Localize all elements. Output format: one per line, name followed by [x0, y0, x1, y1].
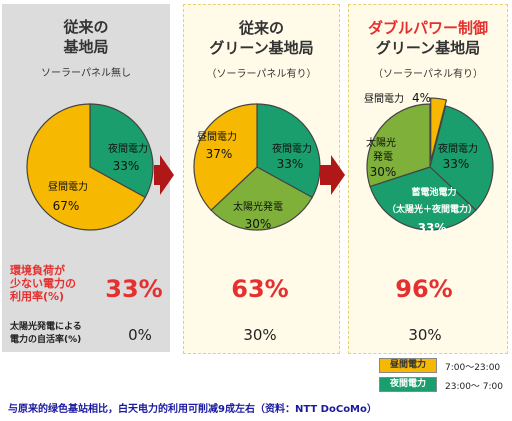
p3-battery-sub: （太陽光＋夜間電力） [387, 203, 477, 215]
p3-solar-suffix: 光 [386, 136, 396, 149]
panel-title-line2: 基地局 [63, 38, 109, 56]
transition-arrow [320, 155, 345, 195]
panel-subtitle: （ソーラーパネル有り） [373, 69, 483, 80]
p2-night-label: 夜間電力 [272, 142, 312, 155]
pie-slice [430, 97, 448, 162]
p3-solar-line1-text: 太陽 [366, 136, 386, 149]
p3-day-label: 昼間電力 [364, 92, 404, 105]
load-share-green: 63% [231, 275, 289, 303]
legend-daytime: 昼間電力 [379, 358, 437, 373]
transition-arrow [154, 155, 174, 195]
solar-label-line1: 太陽光発電による [10, 322, 82, 332]
p2-day-label: 昼間電力 [197, 130, 237, 143]
p3-night-label: 夜間電力 [438, 142, 478, 155]
solar-rate-conventional: 0% [128, 326, 152, 344]
panel-title-line2: グリーン基地局 [375, 39, 481, 57]
panel-title-red: ダブルパワー制御 [367, 19, 488, 37]
p1-night-value: 33% [113, 159, 140, 173]
panel-subtitle: （ソーラーパネル有り） [206, 69, 317, 80]
panel-title-line1: 従来の [63, 18, 109, 36]
p3-day-value: 4% [412, 91, 431, 105]
p2-solar-label: 太陽光発電 [233, 200, 283, 213]
load-share-conventional: 33% [105, 275, 163, 303]
p2-day-value: 37% [206, 147, 233, 161]
pie-slice [366, 103, 431, 188]
legend-nighttime: 夜間電力 [379, 377, 437, 392]
pie-slice [193, 103, 258, 211]
panel-subtitle: ソーラーパネル無し [41, 68, 131, 79]
legend-daytime-time: 7:00〜23:00 [445, 363, 501, 373]
pie-slice [210, 166, 314, 231]
pie-slice [369, 166, 477, 231]
p3-battery-label: 蓄電池電力 [411, 186, 456, 198]
p2-solar-value: 30% [245, 217, 272, 231]
p1-day-label: 昼間電力 [48, 180, 88, 193]
p3-night-value: 33% [443, 157, 470, 171]
caption: 与原来的绿色基站相比，白天电力的利用可削减9成左右（资料：NTT DoCoMo） [8, 404, 377, 415]
panel-title-line1: 従来の [238, 19, 284, 37]
pie-slice [429, 105, 494, 211]
solar-rate-double: 30% [408, 326, 442, 344]
pie-slice [26, 103, 147, 231]
p1-day-value: 67% [53, 199, 80, 213]
p3-solar-line1: 太陽光 [366, 136, 396, 149]
legend-nighttime-time: 23:00〜 7:00 [445, 382, 504, 392]
solar-rate-green: 30% [243, 326, 277, 344]
p3-solar-value: 30% [370, 165, 397, 179]
p3-battery-value: 33% [418, 221, 447, 235]
p1-night-label: 夜間電力 [108, 142, 148, 155]
pie-slice [89, 103, 154, 199]
load-label-line3: 利用率(%) [10, 290, 65, 303]
pie-slice [256, 103, 321, 199]
panel-title-line2: グリーン基地局 [209, 39, 314, 57]
solar-label-line2: 電力の自活率(%) [10, 335, 82, 345]
load-label-line1: 環境負荷が [10, 264, 65, 277]
load-label-line2: 少ない電力の [10, 277, 76, 290]
p2-night-value: 33% [277, 157, 304, 171]
load-share-double: 96% [395, 275, 453, 303]
p3-solar-line2: 発電 [373, 150, 393, 163]
